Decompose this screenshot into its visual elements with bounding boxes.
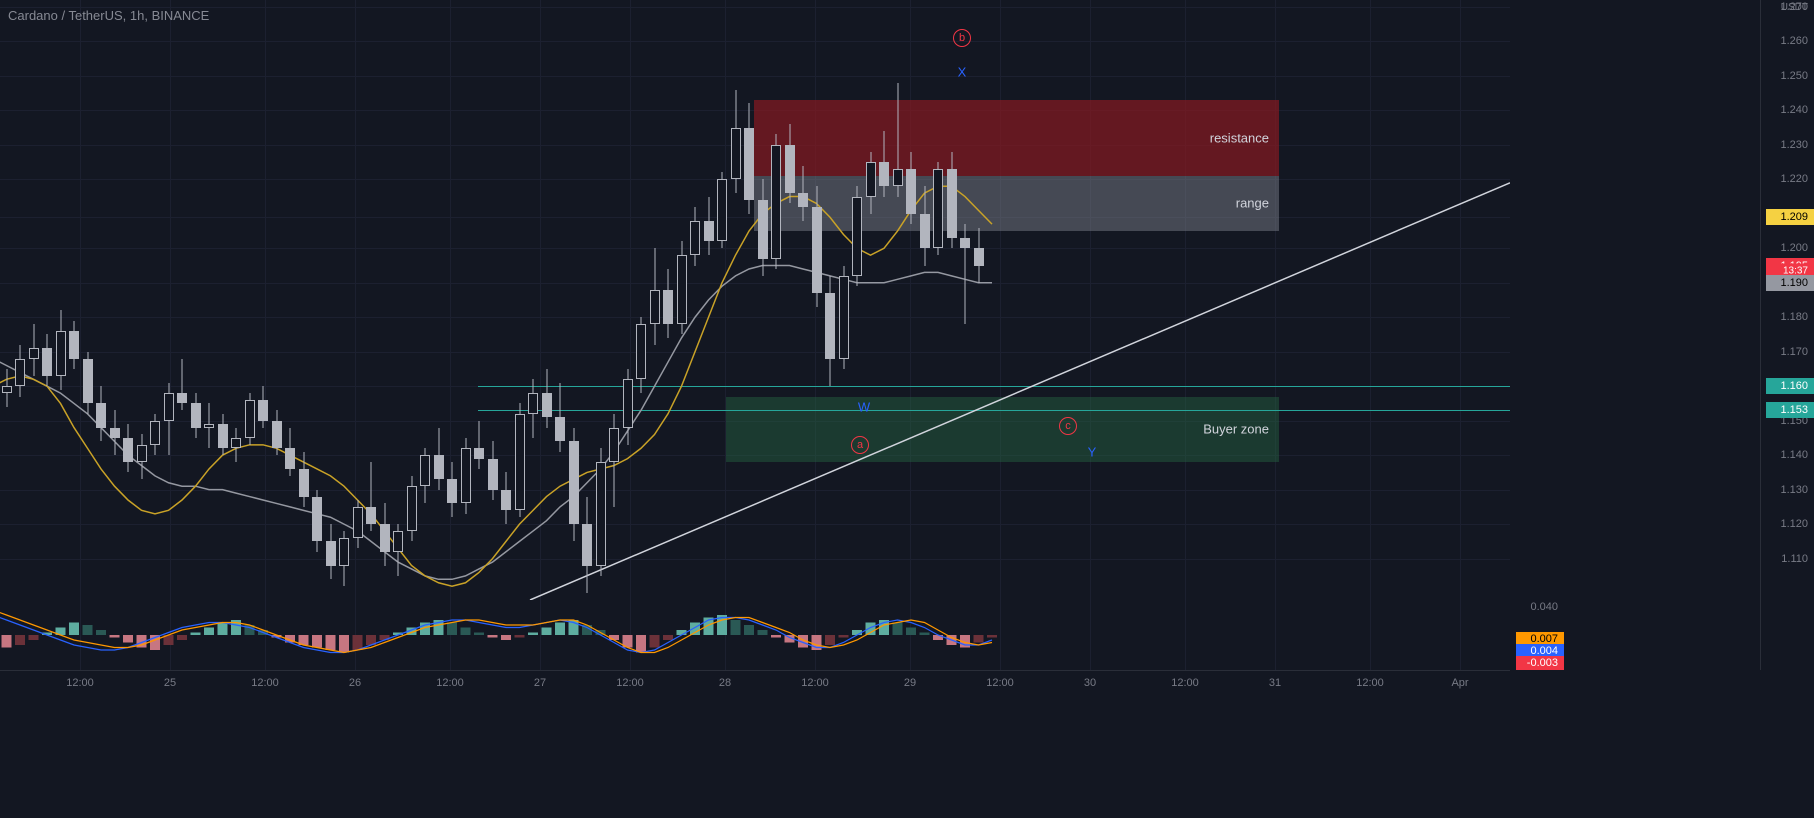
price-label: 1.153 [1766, 402, 1814, 418]
time-tick: Apr [1451, 677, 1468, 689]
wave-label-a[interactable]: a [851, 436, 869, 454]
price-label: 1.209 [1766, 209, 1814, 225]
indicator-label: -0.003 [1516, 656, 1564, 670]
time-tick: 12:00 [66, 677, 94, 689]
horizontal-line[interactable] [478, 410, 1510, 411]
main-chart[interactable]: resistance range Buyer zone b X Wa cY [0, 0, 1510, 670]
price-tick: 1.260 [1780, 35, 1808, 47]
zone-resistance[interactable]: resistance [754, 100, 1279, 176]
time-tick: 12:00 [801, 677, 829, 689]
price-tick: 1.240 [1780, 104, 1808, 116]
time-tick: 12:00 [1171, 677, 1199, 689]
wave-label-c[interactable]: c [1059, 417, 1077, 435]
time-tick: 12:00 [1356, 677, 1384, 689]
indicator-label: 0.040 [1516, 600, 1564, 614]
price-tick: 1.250 [1780, 70, 1808, 82]
time-tick: 31 [1269, 677, 1281, 689]
time-tick: 29 [904, 677, 916, 689]
time-tick: 25 [164, 677, 176, 689]
wave-label-X[interactable]: X [958, 65, 967, 80]
time-tick: 30 [1084, 677, 1096, 689]
time-axis[interactable]: 12:00 25 12:00 26 12:00 27 12:00 28 12:00 29 12:00… [0, 670, 1510, 698]
time-tick: 28 [719, 677, 731, 689]
zone-label: range [1236, 196, 1269, 211]
wave-label-b[interactable]: b [953, 29, 971, 47]
price-tick: 1.270 [1780, 1, 1808, 13]
indicator-panel[interactable]: 0.0400.0070.004-0.003 [0, 600, 1510, 670]
zone-range[interactable]: range [754, 176, 1279, 231]
price-tick: 1.180 [1780, 311, 1808, 323]
chart-title: Cardano / TetherUS, 1h, BINANCE [8, 8, 209, 23]
time-tick: 27 [534, 677, 546, 689]
wave-label-W[interactable]: W [858, 399, 870, 414]
price-axis[interactable]: USDT 1.2701.2601.2501.2401.2301.2201.209… [1760, 0, 1814, 670]
price-tick: 1.140 [1780, 449, 1808, 461]
price-tick: 1.110 [1781, 553, 1808, 565]
price-tick: 1.220 [1780, 173, 1808, 185]
price-label: 1.160 [1766, 378, 1814, 394]
horizontal-line[interactable] [478, 386, 1510, 387]
zone-label: Buyer zone [1203, 422, 1269, 437]
price-tick: 1.230 [1780, 139, 1808, 151]
price-tick: 1.120 [1780, 518, 1808, 530]
wave-label-Y[interactable]: Y [1088, 444, 1097, 459]
time-tick: 12:00 [986, 677, 1014, 689]
time-tick: 26 [349, 677, 361, 689]
price-tick: 1.200 [1780, 242, 1808, 254]
time-tick: 12:00 [436, 677, 464, 689]
zone-label: resistance [1210, 130, 1269, 145]
time-tick: 12:00 [616, 677, 644, 689]
time-tick: 12:00 [251, 677, 279, 689]
price-tick: 1.130 [1780, 484, 1808, 496]
price-label: 1.190 [1766, 275, 1814, 291]
zone-buyer-zone[interactable]: Buyer zone [726, 397, 1279, 463]
price-tick: 1.170 [1780, 346, 1808, 358]
